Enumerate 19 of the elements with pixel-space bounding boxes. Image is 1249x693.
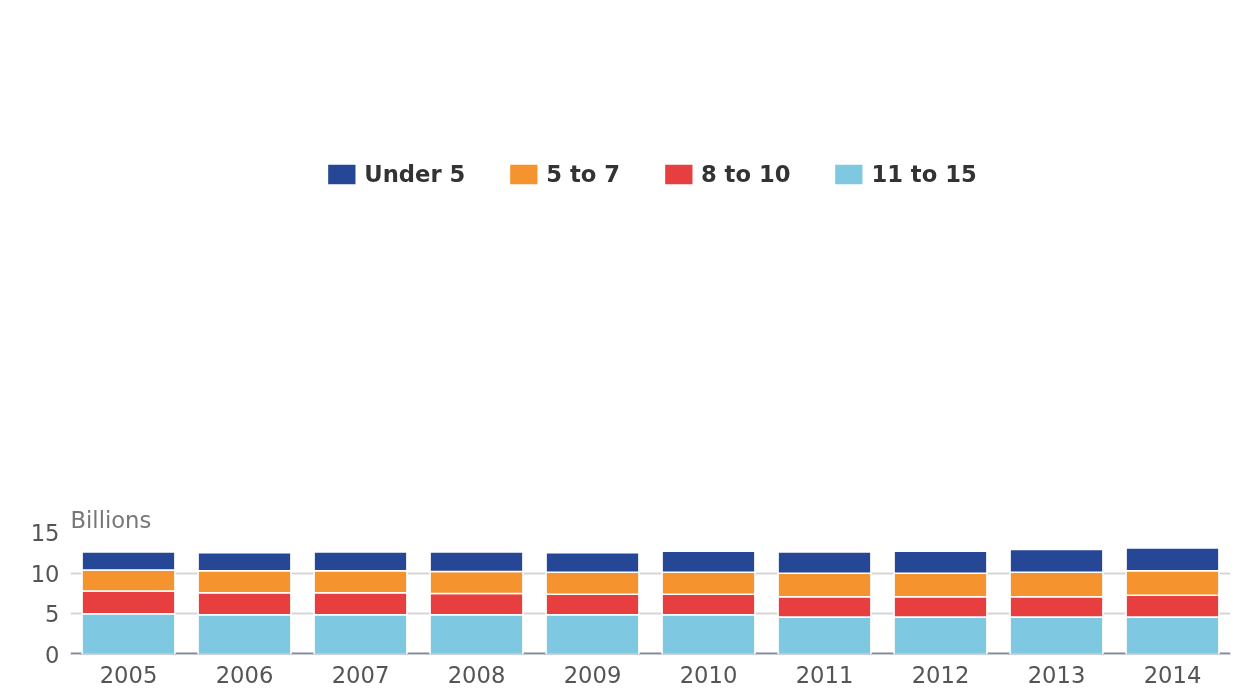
x-tick-label: 2013 xyxy=(1027,661,1086,688)
legend-label: 11 to 15 xyxy=(871,161,977,188)
y-tick-label: 0 xyxy=(45,642,60,668)
x-tick-label: 2009 xyxy=(563,661,622,688)
x-tick-label: 2005 xyxy=(99,661,158,688)
y-tick-label: 10 xyxy=(30,560,60,587)
y-tick-label: 15 xyxy=(30,520,60,546)
legend-label: 5 to 7 xyxy=(546,161,620,188)
x-tick-label: 2014 xyxy=(1143,661,1202,688)
legend-label: Under 5 xyxy=(364,161,466,188)
x-tick-label: 2006 xyxy=(215,661,274,688)
x-tick-label: 2008 xyxy=(447,661,506,688)
x-tick-label: 2011 xyxy=(795,661,854,688)
legend-label: 8 to 10 xyxy=(700,161,791,188)
x-tick-label: 2012 xyxy=(911,661,970,688)
y-tick-label: 5 xyxy=(45,601,60,628)
x-tick-label: 2010 xyxy=(679,661,738,688)
y-axis-title: Billions xyxy=(70,506,152,533)
x-tick-label: 2007 xyxy=(331,661,390,688)
